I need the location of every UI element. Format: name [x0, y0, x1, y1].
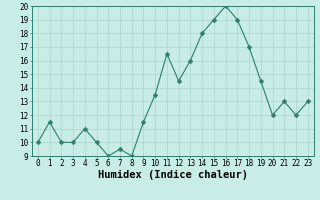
X-axis label: Humidex (Indice chaleur): Humidex (Indice chaleur) [98, 170, 248, 180]
